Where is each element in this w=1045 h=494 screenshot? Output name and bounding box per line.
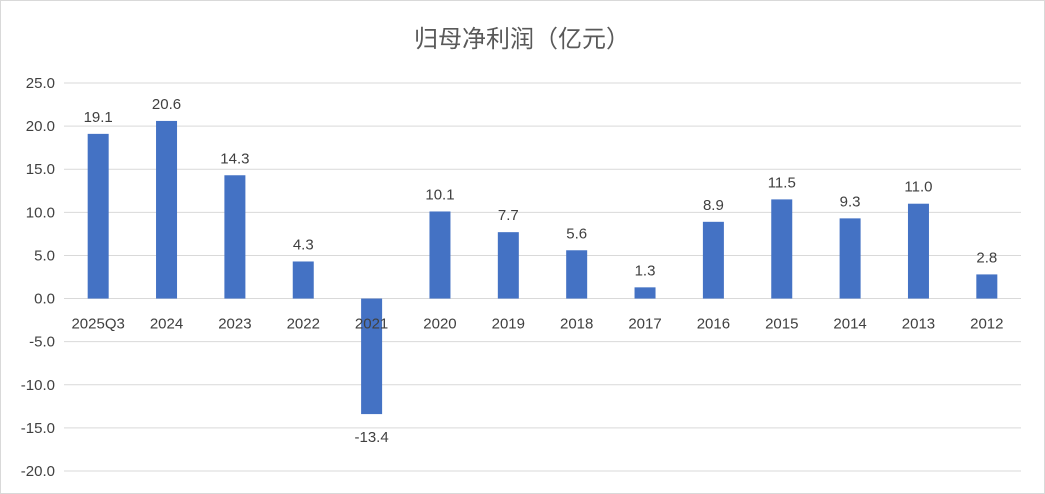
bar-2024: [156, 120, 178, 299]
category-label: 2022: [287, 316, 320, 333]
data-labels: 19.1 20.6 14.3 4.3 -13.4 10.1 7.7 5.6 1.3 8.9 11.5…: [84, 96, 998, 446]
category-label: 2023: [218, 316, 251, 333]
category-label: 2019: [492, 316, 525, 333]
category-label: 2013: [902, 316, 935, 333]
data-label: 11.5: [768, 174, 796, 191]
category-label: 2024: [150, 316, 183, 333]
bar-2013: [907, 203, 929, 299]
data-label: 2.8: [976, 249, 997, 266]
data-label: 7.7: [498, 207, 519, 224]
data-label: 14.3: [220, 150, 249, 167]
data-label: 19.1: [84, 109, 113, 126]
category-label: 2016: [697, 316, 730, 333]
category-label: 2025Q3: [71, 316, 124, 333]
bar-2015: [771, 199, 793, 299]
y-tick-label: -15.0: [21, 420, 55, 437]
data-label: 8.9: [703, 197, 724, 214]
y-tick-label: 25.0: [26, 75, 55, 92]
category-label: 2018: [560, 316, 593, 333]
data-label: 20.6: [152, 96, 181, 113]
bar-2020: [429, 211, 451, 299]
y-tick-label: -10.0: [21, 377, 55, 394]
data-label: 9.3: [840, 193, 861, 210]
y-tick-label: -5.0: [29, 334, 55, 351]
y-tick-label: 20.0: [26, 118, 55, 135]
bar-2016: [702, 221, 724, 299]
category-label: 2020: [423, 316, 456, 333]
y-tick-label: 15.0: [26, 161, 55, 178]
y-tick-label: 0.0: [34, 291, 55, 308]
bar-2017: [634, 287, 656, 299]
data-label: 11.0: [904, 179, 932, 196]
data-label: -13.4: [355, 429, 389, 446]
bar-2014: [839, 218, 861, 299]
bar-2025Q3: [87, 133, 109, 299]
bars: [87, 120, 998, 415]
category-label: 2012: [970, 316, 1003, 333]
bar-2021: [361, 298, 383, 415]
y-tick-label: 10.0: [26, 204, 55, 221]
bar-2019: [497, 232, 519, 299]
bar-2022: [292, 261, 314, 299]
data-label: 5.6: [566, 225, 587, 242]
y-axis-ticks: 25.0 20.0 15.0 10.0 5.0 0.0 -5.0 -10.0 -15.0 -20.…: [21, 75, 55, 480]
gridlines: [64, 82, 1021, 472]
y-tick-label: -20.0: [21, 463, 55, 480]
y-tick-label: 5.0: [34, 247, 55, 264]
category-label: 2014: [833, 316, 866, 333]
data-label: 1.3: [635, 262, 656, 279]
data-label: 10.1: [425, 186, 454, 203]
data-label: 4.3: [293, 236, 314, 253]
category-label: 2015: [765, 316, 798, 333]
category-label: 2021: [355, 316, 388, 333]
category-labels: 2025Q3 2024 2023 2022 2021 2020 2019 2018 2017 20…: [71, 316, 1003, 333]
category-label: 2017: [628, 316, 661, 333]
chart-title: 归母净利润（亿元）: [414, 25, 630, 53]
bar-2018: [566, 250, 588, 299]
bar-2012: [976, 274, 998, 299]
bar-2023: [224, 175, 246, 299]
